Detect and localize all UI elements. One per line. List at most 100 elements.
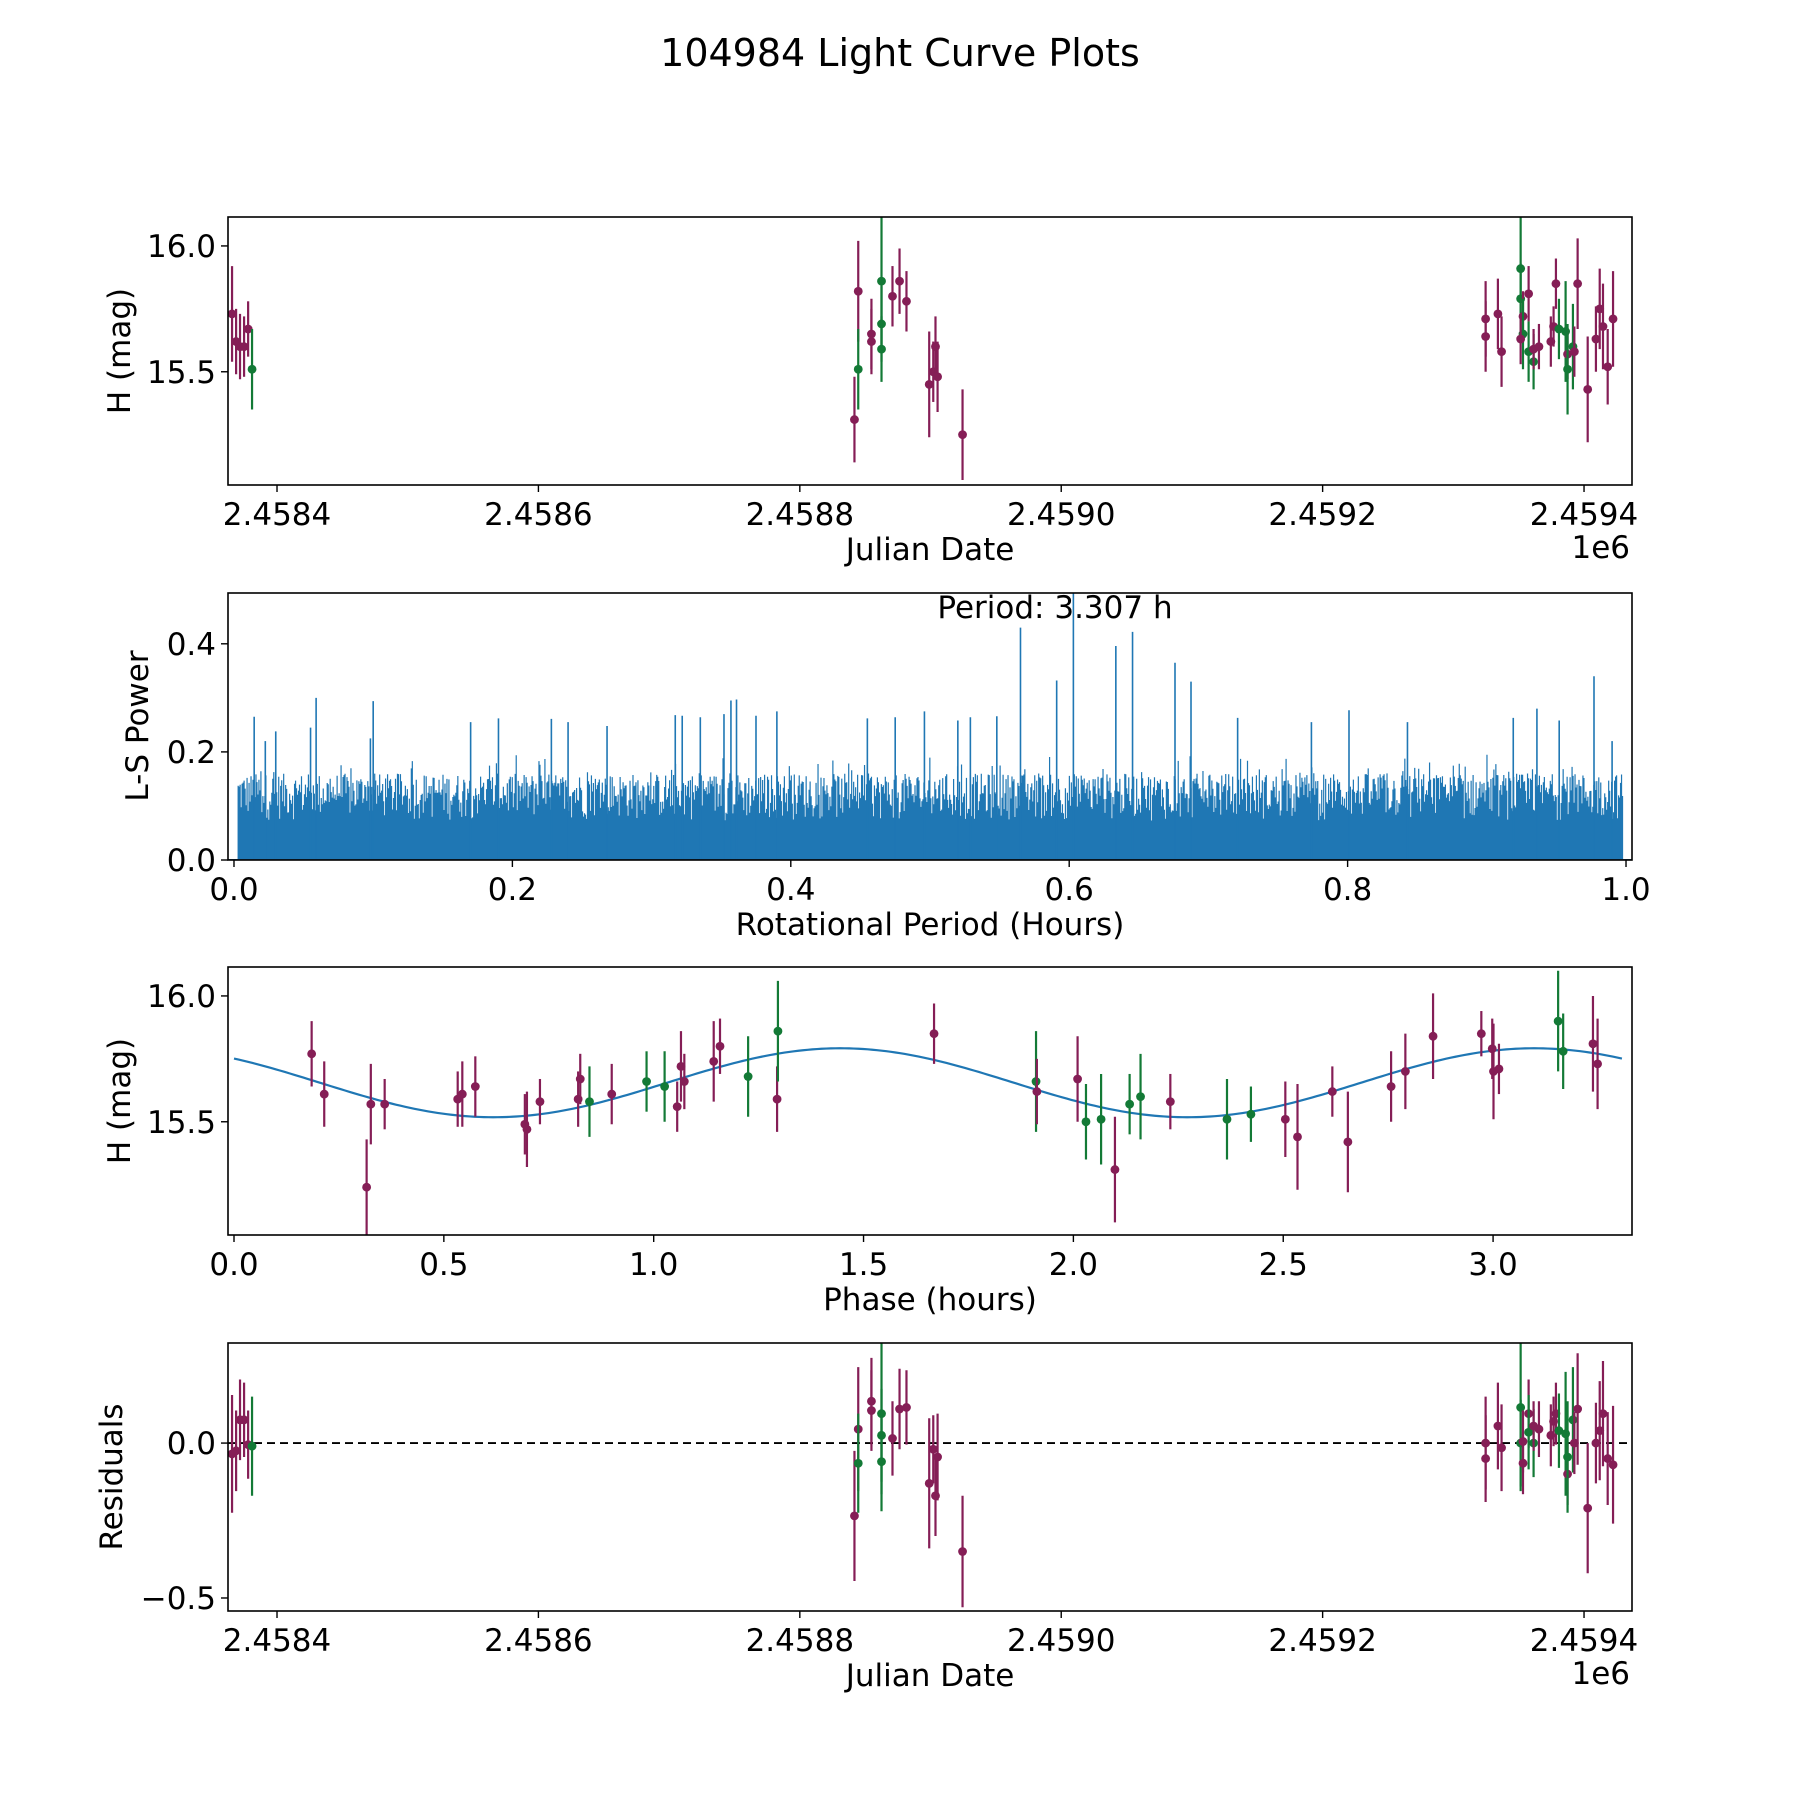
point-marker xyxy=(1481,1454,1491,1463)
data-point xyxy=(1563,323,1572,415)
point-marker xyxy=(902,296,911,306)
point-marker xyxy=(877,344,886,354)
point-marker xyxy=(715,1041,725,1051)
data-point xyxy=(239,316,249,377)
data-point xyxy=(924,1418,934,1549)
data-point xyxy=(1551,258,1561,309)
point-marker xyxy=(1476,1029,1486,1039)
data-point xyxy=(933,1413,942,1501)
data-point xyxy=(247,1396,257,1496)
x-tick-label: 2.4588 xyxy=(746,1623,854,1659)
point-marker xyxy=(853,364,863,374)
point-marker xyxy=(1524,1427,1534,1437)
point-marker xyxy=(1343,1137,1353,1147)
point-marker xyxy=(522,1124,532,1134)
point-marker xyxy=(1558,1046,1568,1056)
point-marker xyxy=(1568,1415,1578,1425)
point-marker xyxy=(850,415,859,424)
point-marker xyxy=(676,1061,686,1071)
data-point xyxy=(1524,1395,1534,1470)
data-point xyxy=(1327,1066,1337,1117)
y-tick-label: 0.4 xyxy=(167,627,216,663)
point-marker xyxy=(958,430,967,440)
data-point xyxy=(1593,1018,1602,1110)
data-point xyxy=(1280,1081,1290,1157)
y-tick-label: 15.5 xyxy=(147,355,216,391)
point-marker xyxy=(1569,347,1579,357)
data-point xyxy=(1293,1084,1302,1190)
data-point xyxy=(535,1078,545,1125)
data-point xyxy=(243,301,253,357)
x-tick-label: 2.4586 xyxy=(484,497,592,533)
data-point xyxy=(1481,1415,1491,1502)
data-point xyxy=(1073,1036,1082,1122)
x-tick-label: 2.0 xyxy=(1049,1247,1098,1283)
point-marker xyxy=(1518,1458,1528,1468)
point-marker xyxy=(575,1074,585,1084)
data-point xyxy=(1534,1401,1544,1458)
x-tick-label: 2.4590 xyxy=(1007,1623,1115,1659)
point-marker xyxy=(1598,322,1608,331)
point-marker xyxy=(929,1029,939,1039)
residuals-panel: 2.4584 2.4586 2.4588 2.4590 2.4592 2.4594 0.0 −… xyxy=(94,1342,1638,1694)
x-tick-label: 2.4588 xyxy=(746,497,854,533)
lightcurve-x-offset: 1e6 xyxy=(1571,530,1630,566)
data-point xyxy=(642,1051,651,1112)
point-marker xyxy=(239,1415,249,1425)
phased-xlabel: Phase (hours) xyxy=(823,1282,1037,1318)
data-point xyxy=(1400,1033,1410,1110)
phased-axes-frame xyxy=(227,966,1633,1236)
data-point xyxy=(1096,1073,1106,1165)
data-point xyxy=(457,1061,467,1127)
data-point xyxy=(1553,970,1563,1072)
point-marker xyxy=(247,364,257,374)
x-tick-label: 2.4592 xyxy=(1268,1623,1376,1659)
point-marker xyxy=(1524,289,1534,299)
point-marker xyxy=(362,1182,372,1192)
point-marker xyxy=(877,276,886,286)
point-marker xyxy=(1583,384,1593,394)
point-marker xyxy=(928,1444,938,1454)
data-point xyxy=(1524,266,1534,322)
data-point xyxy=(679,1053,689,1110)
lightcurve-axes-frame xyxy=(227,216,1633,486)
point-marker xyxy=(642,1077,651,1086)
point-marker xyxy=(1608,314,1618,324)
point-marker xyxy=(1073,1074,1082,1084)
point-marker xyxy=(1493,1421,1503,1431)
point-marker xyxy=(239,342,249,351)
point-marker xyxy=(1246,1109,1256,1119)
data-point xyxy=(1598,1360,1608,1467)
data-point xyxy=(853,1413,863,1513)
data-point xyxy=(1591,306,1601,372)
point-marker xyxy=(1081,1117,1091,1127)
point-marker xyxy=(1553,1016,1563,1026)
point-marker xyxy=(773,1026,783,1036)
x-tick-label: 2.4586 xyxy=(484,1623,592,1659)
data-point xyxy=(231,1410,241,1492)
data-point xyxy=(1494,1043,1504,1095)
data-point xyxy=(715,1018,725,1074)
point-marker xyxy=(1293,1132,1302,1142)
point-marker xyxy=(958,1547,967,1556)
point-marker xyxy=(470,1082,480,1091)
data-point xyxy=(902,271,911,332)
point-marker xyxy=(1280,1114,1290,1124)
point-marker xyxy=(247,1441,257,1451)
data-point xyxy=(1608,1405,1618,1524)
data-point xyxy=(1497,316,1506,387)
point-marker xyxy=(743,1072,753,1081)
data-point xyxy=(1386,1051,1396,1122)
residuals-xlabel: Julian Date xyxy=(844,1658,1015,1694)
x-tick-label: 0.8 xyxy=(1323,872,1372,908)
periodogram-plot-area xyxy=(228,593,1632,860)
point-marker xyxy=(1603,1454,1613,1463)
data-point xyxy=(1563,1401,1572,1513)
data-point xyxy=(867,308,876,375)
data-point xyxy=(867,1370,876,1451)
x-tick-label: 1.5 xyxy=(839,1247,888,1283)
point-marker xyxy=(1428,1031,1438,1041)
point-marker xyxy=(853,1458,863,1468)
data-point xyxy=(929,1003,939,1064)
